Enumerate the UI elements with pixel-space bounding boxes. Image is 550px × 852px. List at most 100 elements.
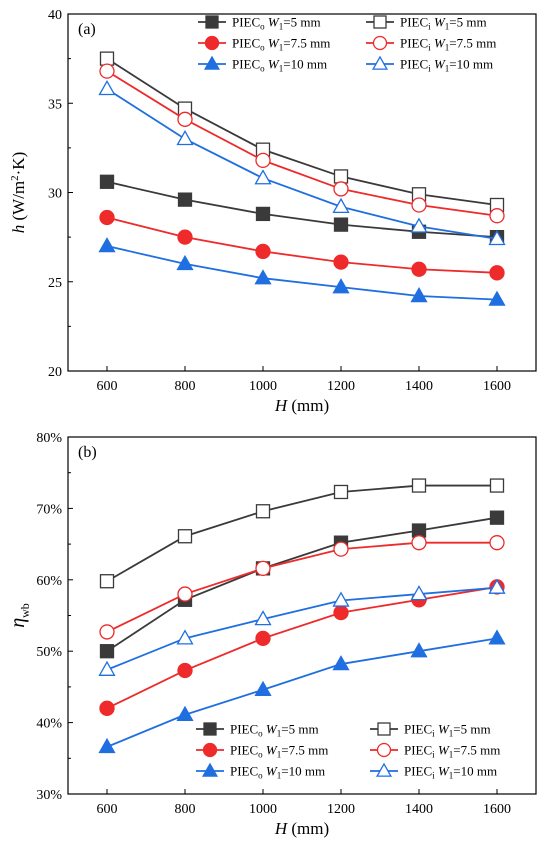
legend-item: PIECi W1=7.5 mm <box>366 36 496 53</box>
legend-item: PIECo W1=10 mm <box>198 55 327 74</box>
legend-marker <box>373 15 387 29</box>
legend-label: PIECo W1=5 mm <box>232 15 321 32</box>
data-point <box>98 237 116 253</box>
data-point <box>489 535 505 551</box>
data-point <box>176 254 194 271</box>
data-point <box>177 192 193 207</box>
data-point <box>255 206 271 222</box>
x-tick-label: 1400 <box>405 802 433 817</box>
legend-marker <box>375 762 393 777</box>
series-6 <box>98 79 506 246</box>
data-point <box>255 243 271 260</box>
y-tick-label: 25 <box>48 276 62 291</box>
legend-label: PIECo W1=5 mm <box>230 722 319 739</box>
data-point <box>99 209 115 226</box>
data-point <box>99 700 115 716</box>
data-point <box>98 660 116 676</box>
x-axis-title: H (mm) <box>274 396 329 415</box>
data-point <box>98 79 116 96</box>
data-point <box>333 541 349 557</box>
data-point <box>255 504 271 519</box>
series-4 <box>99 63 505 224</box>
data-point <box>255 152 271 169</box>
legend-label: PIECi W1=5 mm <box>400 15 487 32</box>
data-point <box>332 278 350 294</box>
data-point <box>177 529 193 544</box>
data-point <box>99 644 115 659</box>
x-tick-label: 1200 <box>327 379 355 394</box>
legend-label: PIECo W1=10 mm <box>230 764 325 781</box>
data-point <box>488 290 506 306</box>
legend-label: PIECo W1=10 mm <box>232 57 327 74</box>
legend-marker <box>372 35 388 51</box>
x-tick-label: 800 <box>175 379 196 394</box>
data-point <box>99 574 115 589</box>
legend-marker <box>203 722 217 736</box>
legend-item: PIECi W1=5 mm <box>370 722 491 739</box>
series-1 <box>99 510 505 659</box>
series-6 <box>98 578 506 676</box>
data-point <box>177 111 193 127</box>
legend-marker <box>201 762 219 777</box>
x-tick-label: 800 <box>175 802 196 817</box>
data-point <box>99 174 115 189</box>
data-point <box>488 229 506 246</box>
plot-frame <box>67 436 537 795</box>
x-tick-label: 1200 <box>327 802 355 817</box>
panel-label: (a) <box>78 21 96 38</box>
data-point <box>410 217 428 233</box>
series-line <box>106 70 498 217</box>
series-line <box>106 88 498 240</box>
y-tick-label: 50% <box>36 645 62 660</box>
legend: PIECo W1=5 mm PIECi W1=5 mm PIECo W1=7.5 m… <box>198 15 496 74</box>
legend-item: PIECi W1=10 mm <box>370 762 497 781</box>
data-point <box>489 208 505 224</box>
legend-marker <box>376 742 392 758</box>
data-point <box>489 510 505 525</box>
legend-marker <box>203 55 221 70</box>
series-line <box>106 216 498 274</box>
data-point <box>333 169 349 184</box>
y-tick-label: 60% <box>36 574 62 589</box>
legend-label: PIECi W1=7.5 mm <box>404 743 500 760</box>
legend-item: PIECo W1=5 mm <box>198 15 321 32</box>
data-point <box>254 610 272 626</box>
data-point <box>410 585 428 601</box>
legend-item: PIECo W1=5 mm <box>196 722 319 739</box>
data-point <box>99 624 115 640</box>
data-point <box>488 629 506 645</box>
series-line <box>106 180 498 239</box>
data-point <box>176 629 194 645</box>
legend-label: PIECi W1=10 mm <box>400 57 493 74</box>
data-point <box>255 630 271 646</box>
y-tick-label: 30% <box>36 788 62 803</box>
y-tick-label: 70% <box>36 502 62 517</box>
panel-a: 600 800 1000 1200 1400 1600 20 25 30 35 40 (a) H (mm… <box>9 8 537 415</box>
x-tick-label: 600 <box>97 802 118 817</box>
y-tick-label: 40% <box>36 717 62 732</box>
legend-marker <box>205 15 219 29</box>
legend-item: PIECo W1=7.5 mm <box>198 36 330 53</box>
data-point <box>255 560 271 577</box>
x-tick-label: 1600 <box>483 802 511 817</box>
y-tick-label: 80% <box>36 431 62 446</box>
legend-label: PIECi W1=5 mm <box>404 722 491 739</box>
data-point <box>489 265 505 281</box>
series-1 <box>99 174 505 245</box>
series-line <box>106 516 498 652</box>
data-point <box>489 478 505 493</box>
data-point <box>333 217 349 232</box>
y-axis-title: ηwb <box>7 603 32 628</box>
series-4 <box>99 535 505 640</box>
x-tick-label: 1000 <box>249 379 277 394</box>
data-point <box>332 655 350 671</box>
legend-marker <box>371 55 389 70</box>
y-tick-label: 30 <box>48 187 62 202</box>
x-tick-label: 1000 <box>249 802 277 817</box>
legend-item: PIECi W1=5 mm <box>366 15 487 32</box>
series-line <box>106 245 498 301</box>
legend-label: PIECo W1=7.5 mm <box>230 743 328 760</box>
series-line <box>106 586 498 671</box>
